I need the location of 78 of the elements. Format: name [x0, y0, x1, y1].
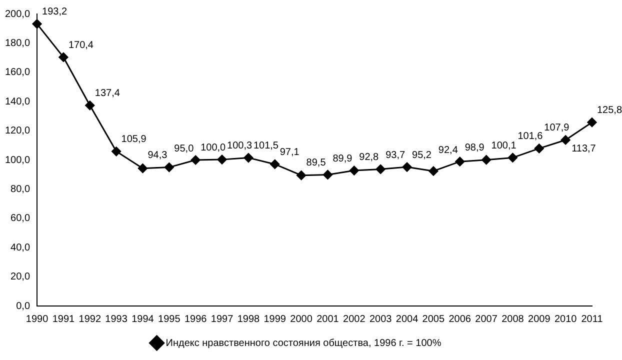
y-tick-label: 140,0 [4, 96, 30, 108]
data-label: 170,4 [68, 40, 94, 51]
y-tick-label: 120,0 [4, 126, 30, 137]
data-label: 97,1 [280, 146, 300, 158]
x-tick-label: 1999 [264, 314, 286, 325]
point [428, 166, 438, 176]
x-tick-label: 1991 [52, 314, 76, 325]
point [138, 164, 148, 174]
x-tick-label: 2008 [502, 314, 524, 325]
x-tick-label: 2009 [528, 314, 551, 325]
data-label: 92,4 [438, 145, 458, 156]
point [534, 144, 544, 154]
point [508, 152, 518, 162]
x-tick-label: 2011 [581, 314, 604, 325]
data-label: 95,0 [174, 143, 194, 154]
point [296, 170, 306, 180]
x-tick-label: 2006 [448, 314, 472, 325]
point [587, 118, 597, 128]
data-label: 89,9 [332, 154, 353, 165]
point [349, 166, 359, 176]
data-label: 137,4 [94, 88, 120, 100]
y-tick-label: 20,0 [10, 272, 30, 283]
point [560, 135, 570, 145]
data-label: 101,5 [253, 140, 279, 152]
point [376, 164, 386, 174]
x-tick-label: 1998 [237, 314, 260, 325]
x-tick-label: 1995 [158, 314, 181, 325]
x-tick-label: 2005 [422, 314, 445, 325]
y-tick-label: 40,0 [10, 242, 30, 254]
data-label: 98,9 [464, 142, 485, 154]
data-label: 94,3 [148, 150, 168, 162]
data-label: 95,2 [412, 150, 432, 161]
y-tick-label: 180,0 [4, 38, 30, 49]
x-tick-label: 1992 [78, 314, 102, 325]
point [58, 52, 68, 62]
data-label: 101,6 [518, 131, 544, 142]
point [190, 155, 200, 165]
data-label: 193,2 [42, 6, 68, 18]
y-tick-label: 80,0 [10, 184, 30, 195]
x-tick-label: 2001 [316, 314, 340, 325]
data-label: 89,5 [306, 158, 326, 169]
data-label: 100,3 [227, 140, 252, 152]
point [32, 19, 42, 29]
x-tick-label: 2002 [343, 314, 366, 325]
x-tick-label: 2003 [369, 314, 392, 325]
x-tick-label: 2007 [475, 314, 498, 325]
point [217, 154, 227, 164]
point [402, 162, 412, 172]
point [244, 153, 254, 163]
x-tick-label: 2004 [396, 314, 419, 325]
point [322, 170, 332, 180]
y-tick-label: 0,0 [16, 300, 30, 312]
y-tick-label: 160,0 [4, 67, 30, 78]
point [455, 156, 465, 166]
point [112, 146, 122, 156]
data-label: 100,1 [491, 140, 517, 152]
data-label: 92,8 [359, 152, 380, 164]
x-tick-label: 2000 [290, 314, 313, 325]
x-tick-label: 1996 [184, 314, 208, 325]
data-label: 125,8 [597, 105, 622, 116]
x-tick-label: 2010 [554, 314, 578, 325]
point [85, 100, 95, 110]
point [270, 159, 280, 169]
y-tick-label: 60,0 [10, 213, 30, 224]
y-tick-label: 100,0 [4, 154, 30, 166]
data-label: 100,0 [200, 142, 226, 154]
data-label: 107,9 [544, 122, 570, 134]
x-tick-label: 1997 [210, 314, 234, 325]
data-label: 105,9 [121, 134, 147, 146]
x-tick-label: 1990 [26, 314, 49, 325]
data-label: 93,7 [386, 150, 406, 161]
point [164, 162, 174, 172]
legend-label: Индекс нравственного состояния общества, 1996 г. = 100% [166, 338, 442, 349]
y-tick-label: 200,0 [4, 8, 30, 20]
data-label: 113,7 [572, 144, 596, 155]
point [482, 155, 492, 165]
x-tick-label: 1994 [132, 314, 154, 325]
x-tick-label: 1993 [105, 314, 128, 325]
